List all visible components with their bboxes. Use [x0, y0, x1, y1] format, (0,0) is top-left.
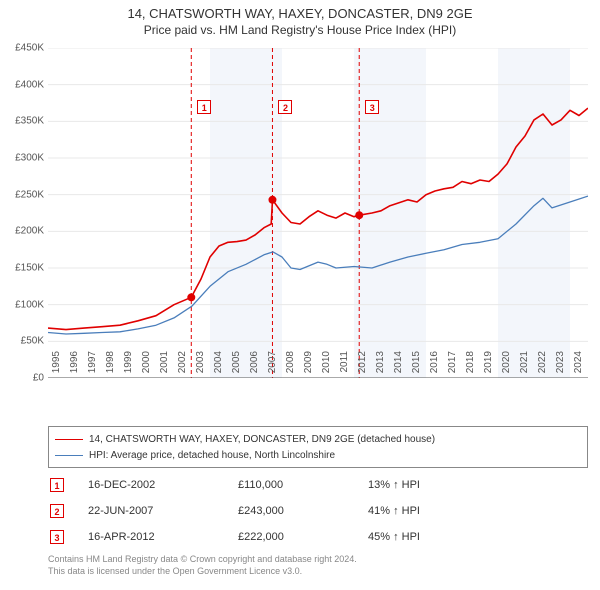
sale-delta: 45% ↑ HPI [368, 531, 488, 543]
legend: 14, CHATSWORTH WAY, HAXEY, DONCASTER, DN… [48, 426, 588, 468]
y-tick-label: £300K [2, 153, 44, 164]
legend-label: 14, CHATSWORTH WAY, HAXEY, DONCASTER, DN… [89, 434, 435, 445]
title-subtitle: Price paid vs. HM Land Registry's House … [0, 23, 600, 37]
x-tick-label: 2005 [231, 351, 242, 381]
x-tick-label: 2022 [537, 351, 548, 381]
y-tick-label: £200K [2, 226, 44, 237]
legend-label: HPI: Average price, detached house, Nort… [89, 450, 335, 461]
sale-date: 22-JUN-2007 [64, 505, 238, 517]
x-tick-label: 1998 [105, 351, 116, 381]
title-address: 14, CHATSWORTH WAY, HAXEY, DONCASTER, DN… [0, 6, 600, 21]
x-tick-label: 2019 [483, 351, 494, 381]
sales-table: 116-DEC-2002£110,00013% ↑ HPI222-JUN-200… [48, 472, 588, 550]
x-tick-label: 2021 [519, 351, 530, 381]
sale-row: 222-JUN-2007£243,00041% ↑ HPI [48, 498, 588, 524]
y-tick-label: £50K [2, 336, 44, 347]
x-tick-label: 2007 [267, 351, 278, 381]
x-tick-label: 1999 [123, 351, 134, 381]
legend-row: 14, CHATSWORTH WAY, HAXEY, DONCASTER, DN… [55, 431, 581, 447]
x-tick-label: 1997 [87, 351, 98, 381]
title-block: 14, CHATSWORTH WAY, HAXEY, DONCASTER, DN… [0, 0, 600, 41]
x-tick-label: 2014 [393, 351, 404, 381]
x-tick-label: 2009 [303, 351, 314, 381]
x-tick-label: 2023 [555, 351, 566, 381]
x-tick-label: 1996 [69, 351, 80, 381]
x-tick-label: 2003 [195, 351, 206, 381]
x-tick-label: 2012 [357, 351, 368, 381]
sale-marker: 2 [50, 504, 64, 518]
y-tick-label: £0 [2, 373, 44, 384]
x-tick-label: 2000 [141, 351, 152, 381]
chart-area: £0£50K£100K£150K£200K£250K£300K£350K£400… [48, 48, 588, 378]
footer-line2: This data is licensed under the Open Gov… [48, 566, 588, 578]
chart-container: 14, CHATSWORTH WAY, HAXEY, DONCASTER, DN… [0, 0, 600, 590]
sale-delta: 41% ↑ HPI [368, 505, 488, 517]
line-chart [48, 48, 588, 378]
event-marker: 2 [278, 100, 292, 114]
sale-price: £222,000 [238, 531, 368, 543]
sale-price: £110,000 [238, 479, 368, 491]
event-marker: 3 [365, 100, 379, 114]
sale-row: 116-DEC-2002£110,00013% ↑ HPI [48, 472, 588, 498]
sale-date: 16-APR-2012 [64, 531, 238, 543]
x-tick-label: 2013 [375, 351, 386, 381]
legend-swatch [55, 455, 83, 456]
sale-marker: 1 [50, 478, 64, 492]
sale-row: 316-APR-2012£222,00045% ↑ HPI [48, 524, 588, 550]
y-tick-label: £350K [2, 116, 44, 127]
footer-line1: Contains HM Land Registry data © Crown c… [48, 554, 588, 566]
legend-row: HPI: Average price, detached house, Nort… [55, 447, 581, 463]
x-tick-label: 2018 [465, 351, 476, 381]
sale-price: £243,000 [238, 505, 368, 517]
sale-marker: 3 [50, 530, 64, 544]
legend-swatch [55, 439, 83, 440]
x-tick-label: 2011 [339, 351, 350, 381]
x-tick-label: 2001 [159, 351, 170, 381]
x-tick-label: 2004 [213, 351, 224, 381]
y-tick-label: £100K [2, 299, 44, 310]
x-tick-label: 2024 [573, 351, 584, 381]
sale-delta: 13% ↑ HPI [368, 479, 488, 491]
x-tick-label: 2008 [285, 351, 296, 381]
x-tick-label: 2020 [501, 351, 512, 381]
sale-date: 16-DEC-2002 [64, 479, 238, 491]
x-tick-label: 2015 [411, 351, 422, 381]
y-tick-label: £250K [2, 189, 44, 200]
x-tick-label: 2017 [447, 351, 458, 381]
y-tick-label: £150K [2, 263, 44, 274]
y-tick-label: £450K [2, 43, 44, 54]
x-tick-label: 2010 [321, 351, 332, 381]
x-tick-label: 1995 [51, 351, 62, 381]
event-marker: 1 [197, 100, 211, 114]
y-tick-label: £400K [2, 79, 44, 90]
x-tick-label: 2006 [249, 351, 260, 381]
x-tick-label: 2002 [177, 351, 188, 381]
x-tick-label: 2016 [429, 351, 440, 381]
footer-attribution: Contains HM Land Registry data © Crown c… [48, 554, 588, 577]
